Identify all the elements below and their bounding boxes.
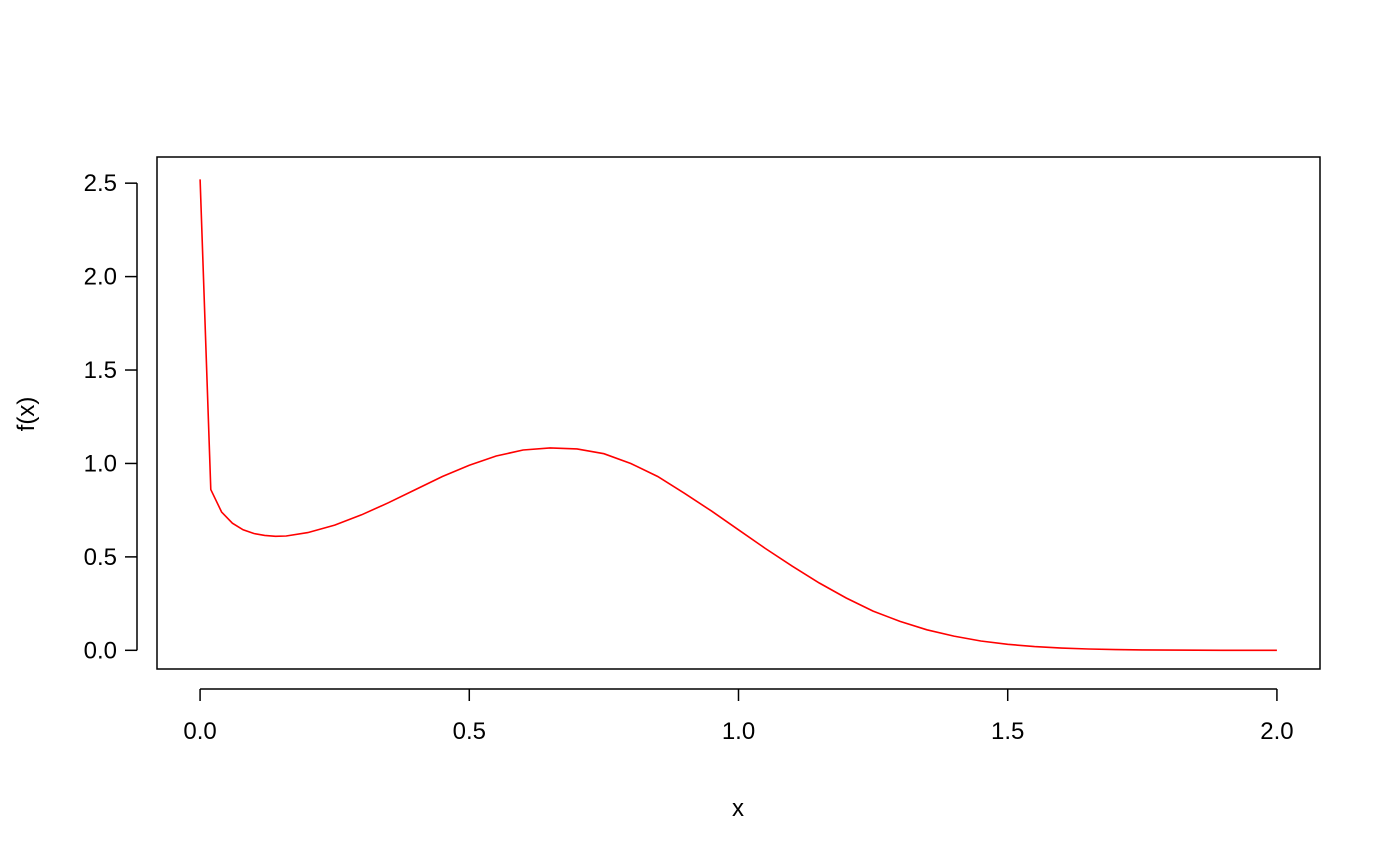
x-axis: 0.0 0.5 1.0 1.5 2.0: [183, 688, 1294, 745]
x-tick-label: 2.0: [1260, 718, 1293, 745]
y-tick-label: 0.5: [84, 544, 117, 571]
x-axis-label: x: [732, 795, 744, 822]
y-tick-label: 1.0: [84, 450, 117, 477]
y-tick-label: 2.5: [84, 170, 117, 197]
series-line: [199, 179, 1277, 652]
x-tick-label: 1.0: [722, 718, 755, 745]
y-axis-label: f(x): [13, 397, 40, 432]
y-axis: 0.0 0.5 1.0 1.5 2.0 2.5: [84, 170, 138, 664]
x-tick-label: 0.5: [453, 718, 486, 745]
y-tick-label: 1.5: [84, 357, 117, 384]
x-tick-label: 0.0: [183, 718, 216, 745]
y-tick-label: 2.0: [84, 264, 117, 291]
plot-frame: [156, 156, 1321, 670]
x-tick-label: 1.5: [991, 718, 1024, 745]
y-tick-label: 0.0: [84, 637, 117, 664]
